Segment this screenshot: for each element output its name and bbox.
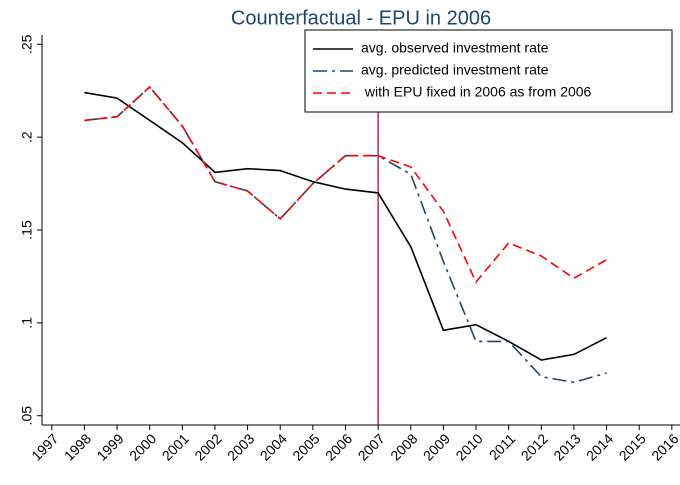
legend-label: with EPU fixed in 2006 as from 2006 bbox=[361, 84, 592, 100]
series-line bbox=[84, 91, 607, 361]
x-tick-label: 2003 bbox=[224, 430, 257, 463]
x-tick-label: 2006 bbox=[322, 430, 355, 463]
x-tick-label: 2001 bbox=[159, 430, 192, 463]
x-tick-label: 2010 bbox=[452, 430, 485, 463]
x-tick-label: 2007 bbox=[355, 430, 388, 463]
x-tick-label: 2014 bbox=[583, 430, 616, 463]
x-tick-label: 2011 bbox=[486, 430, 519, 463]
legend-box bbox=[304, 29, 673, 113]
x-tick-label: 1997 bbox=[28, 430, 61, 463]
x-tick-label: 1998 bbox=[61, 430, 94, 463]
y-tick-label: .25 bbox=[19, 34, 35, 54]
x-tick-label: 2000 bbox=[126, 430, 159, 463]
x-tick-label: 2005 bbox=[289, 430, 322, 463]
series-line bbox=[84, 85, 607, 284]
x-tick-label: 2009 bbox=[420, 430, 453, 463]
x-tick-label: 2002 bbox=[191, 430, 224, 463]
legend: avg. observed investment rate avg. predic… bbox=[304, 29, 673, 113]
x-tick-label: 2004 bbox=[257, 430, 290, 463]
x-tick-label: 2013 bbox=[550, 430, 583, 463]
x-tick-label: 2015 bbox=[616, 430, 649, 463]
series-line bbox=[84, 85, 607, 384]
x-tick-label: 1999 bbox=[93, 430, 126, 463]
legend-label: avg. predicted investment rate bbox=[361, 62, 549, 78]
x-tick-label: 2016 bbox=[648, 430, 680, 463]
y-tick-label: .15 bbox=[19, 220, 35, 240]
chart-title: Counterfactual - EPU in 2006 bbox=[231, 7, 491, 29]
y-tick-label: .2 bbox=[19, 131, 35, 143]
legend-label: avg. observed investment rate bbox=[361, 40, 549, 56]
y-tick-label: .05 bbox=[19, 406, 35, 426]
x-tick-label: 2008 bbox=[387, 430, 420, 463]
y-tick-label: .1 bbox=[19, 317, 35, 329]
x-tick-label: 2012 bbox=[518, 430, 551, 463]
